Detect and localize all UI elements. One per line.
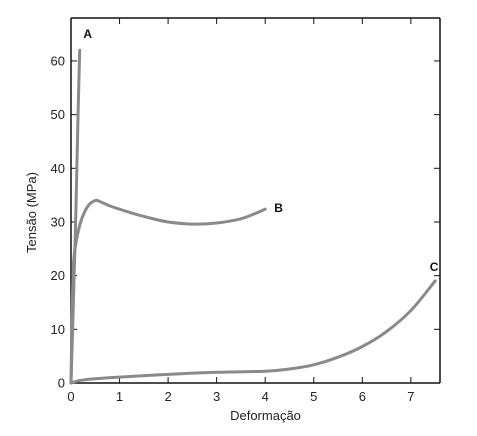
y-tick-label: 30	[51, 214, 65, 229]
x-tick-label: 4	[262, 389, 269, 404]
curve-label-a: A	[83, 27, 92, 41]
y-tick-label: 20	[51, 268, 65, 283]
x-tick-label: 3	[213, 389, 220, 404]
series-curves	[69, 48, 437, 385]
x-tick-label: 2	[164, 389, 171, 404]
series-labels: A B C	[83, 27, 438, 274]
tick-labels: 0 1 2 3 4 5 6 7 0 10 20 30 40 50 60	[51, 53, 415, 404]
y-tick-label: 10	[51, 322, 65, 337]
curve-label-b: B	[274, 201, 283, 215]
x-tick-label: 1	[116, 389, 123, 404]
curve-c	[69, 279, 437, 385]
curve-b	[69, 198, 267, 385]
x-tick-label: 0	[67, 389, 74, 404]
x-tick-label: 5	[310, 389, 317, 404]
y-tick-label: 40	[51, 161, 65, 176]
x-axis-label: Deformação	[230, 408, 301, 423]
tick-marks	[70, 18, 440, 384]
y-tick-label: 50	[51, 107, 65, 122]
y-tick-label: 0	[58, 376, 65, 391]
y-tick-label: 60	[51, 53, 65, 68]
x-tick-label: 7	[407, 389, 414, 404]
x-tick-label: 6	[359, 389, 366, 404]
y-axis-label: Tensão (MPa)	[24, 172, 39, 253]
curve-label-c: C	[430, 260, 439, 274]
